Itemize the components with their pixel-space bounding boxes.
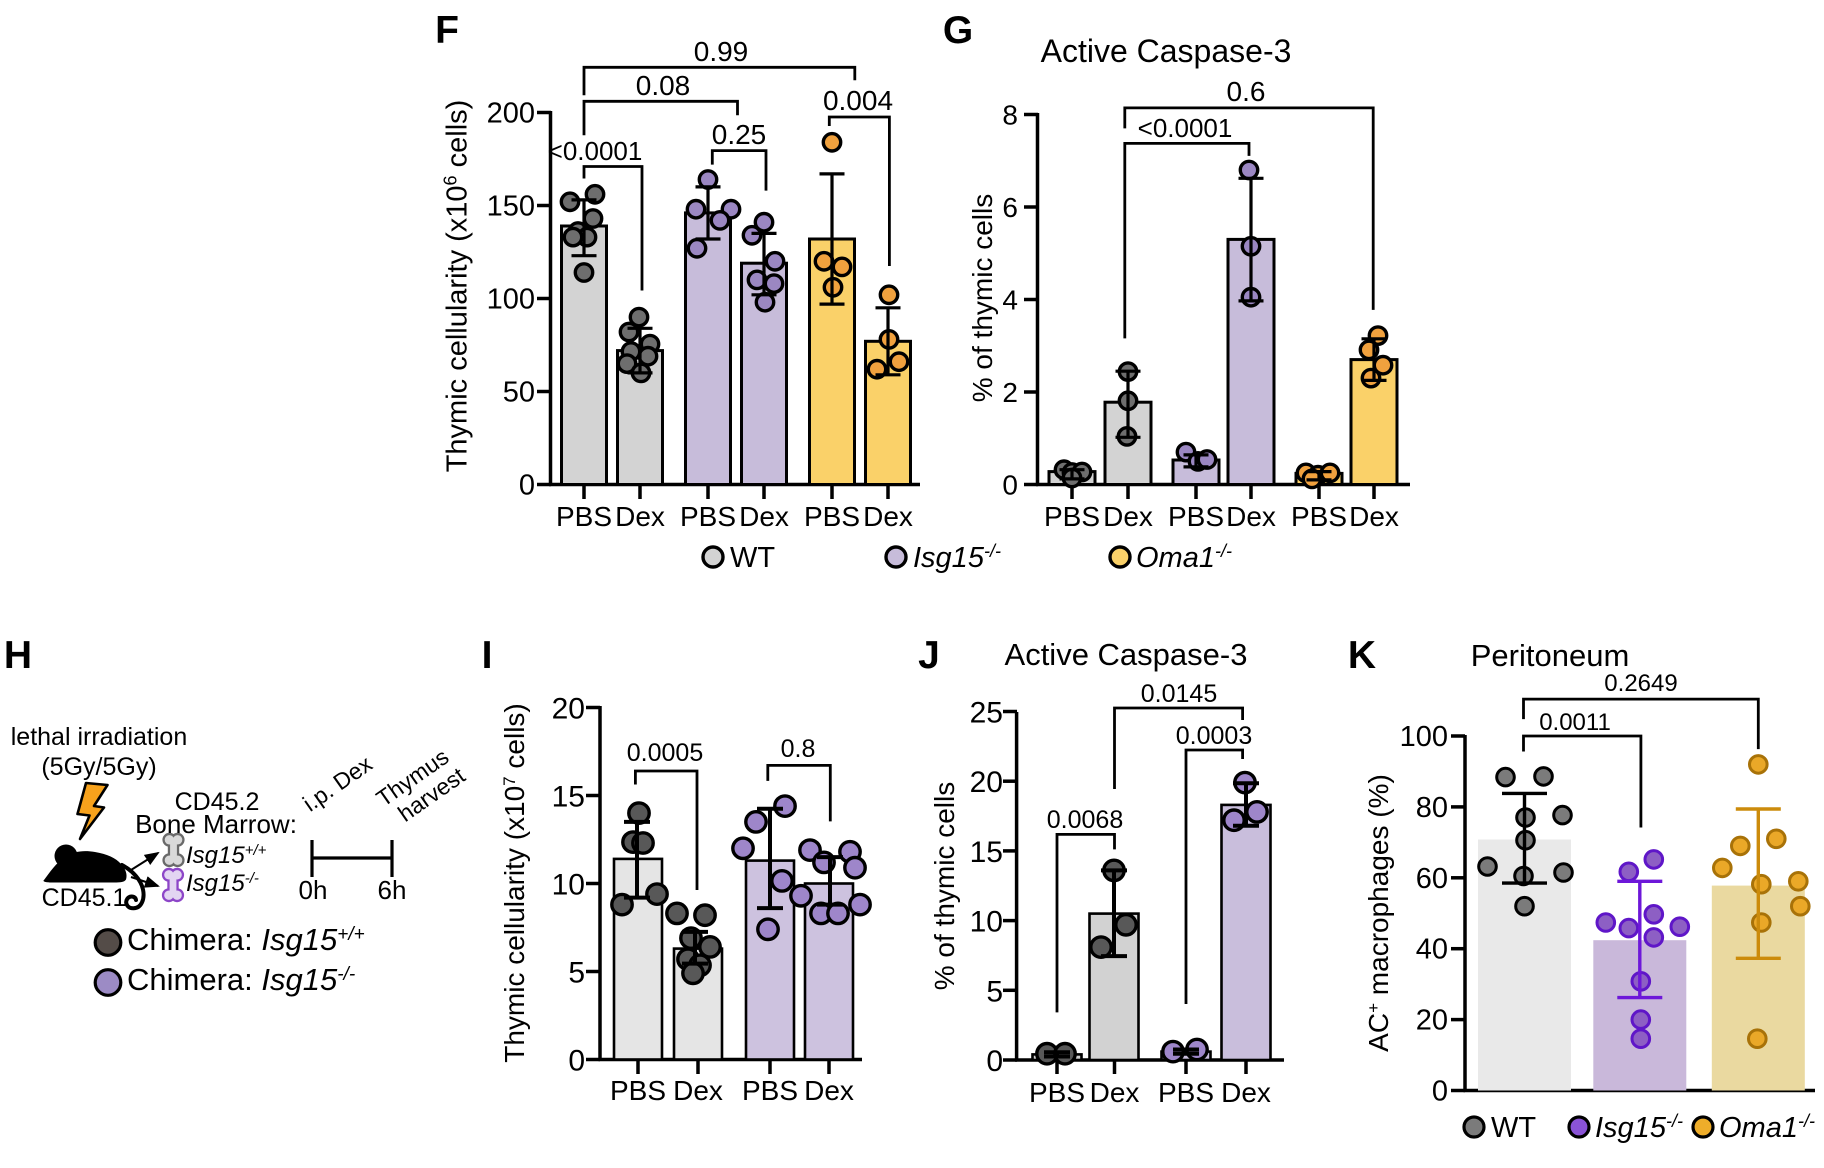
svg-text:200: 200: [487, 98, 535, 130]
svg-text:PBS: PBS: [1029, 1077, 1085, 1108]
svg-text:0: 0: [568, 1045, 585, 1078]
svg-text:CD45.2: CD45.2: [175, 788, 260, 816]
svg-text:F: F: [435, 9, 459, 52]
svg-text:5: 5: [986, 975, 1003, 1008]
svg-text:PBS: PBS: [610, 1075, 666, 1106]
svg-text:20: 20: [552, 693, 585, 726]
svg-text:Thymic cellularity (x107 cells: Thymic cellularity (x107 cells): [499, 703, 530, 1063]
svg-text:0: 0: [1002, 470, 1018, 501]
svg-text:0.0005: 0.0005: [627, 739, 703, 767]
svg-text:6h: 6h: [378, 875, 407, 905]
svg-text:J: J: [918, 634, 940, 677]
svg-text:Thymic cellularity (x106 cells: Thymic cellularity (x106 cells): [441, 100, 474, 473]
svg-text:0.25: 0.25: [712, 119, 767, 150]
svg-text:PBS: PBS: [1291, 501, 1347, 532]
svg-text:i.p. Dex: i.p. Dex: [298, 750, 377, 816]
svg-text:0.004: 0.004: [823, 85, 893, 116]
svg-text:PBS: PBS: [742, 1075, 798, 1106]
svg-text:10: 10: [552, 869, 585, 902]
svg-text:Active Caspase-3: Active Caspase-3: [1041, 33, 1292, 69]
svg-text:PBS: PBS: [1158, 1077, 1214, 1108]
svg-text:0.08: 0.08: [636, 70, 691, 101]
svg-text:0.99: 0.99: [694, 36, 749, 67]
svg-text:0.8: 0.8: [781, 735, 816, 763]
svg-text:0.2649: 0.2649: [1604, 670, 1677, 697]
svg-text:(5Gy/5Gy): (5Gy/5Gy): [41, 753, 156, 781]
svg-text:% of thymic cells: % of thymic cells: [967, 194, 998, 403]
svg-text:Dex: Dex: [1221, 1077, 1271, 1108]
svg-text:0.0003: 0.0003: [1176, 722, 1252, 750]
svg-text:Isg15-/-: Isg15-/-: [913, 541, 1001, 574]
svg-text:25: 25: [970, 697, 1003, 730]
svg-text:G: G: [943, 9, 973, 52]
svg-text:Oma1-/-: Oma1-/-: [1136, 541, 1232, 574]
svg-text:% of thymic cells: % of thymic cells: [929, 782, 960, 991]
svg-text:PBS: PBS: [804, 501, 860, 532]
svg-text:Dex: Dex: [1090, 1077, 1140, 1108]
svg-text:10: 10: [970, 906, 1003, 939]
svg-text:Isg15-/-: Isg15-/-: [1595, 1111, 1683, 1144]
svg-text:Peritoneum: Peritoneum: [1471, 638, 1630, 673]
svg-text:50: 50: [503, 377, 535, 409]
svg-text:Bone Marrow:: Bone Marrow:: [135, 809, 297, 839]
svg-text:K: K: [1348, 634, 1376, 677]
svg-text:<0.0001: <0.0001: [1138, 113, 1233, 143]
svg-text:80: 80: [1416, 792, 1448, 824]
svg-text:0.0011: 0.0011: [1539, 709, 1611, 736]
svg-text:WT: WT: [730, 542, 775, 574]
svg-text:Isg15+/+: Isg15+/+: [186, 842, 267, 870]
svg-text:0.0145: 0.0145: [1141, 680, 1217, 708]
svg-text:0.6: 0.6: [1227, 76, 1266, 107]
svg-text:0: 0: [519, 470, 535, 502]
svg-text:100: 100: [1400, 721, 1448, 753]
svg-text:WT: WT: [1491, 1112, 1536, 1144]
svg-text:15: 15: [552, 781, 585, 814]
svg-text:0: 0: [1432, 1076, 1448, 1108]
svg-text:Chimera: Isg15+/+: Chimera: Isg15+/+: [127, 922, 365, 957]
svg-text:Dex: Dex: [804, 1075, 854, 1106]
svg-text:60: 60: [1416, 863, 1448, 895]
svg-text:2: 2: [1002, 377, 1018, 408]
svg-text:Dex: Dex: [615, 501, 665, 532]
svg-text:100: 100: [487, 284, 535, 316]
svg-text:4: 4: [1002, 285, 1018, 316]
svg-text:Dex: Dex: [863, 501, 913, 532]
svg-text:Dex: Dex: [739, 501, 789, 532]
svg-text:0.0068: 0.0068: [1047, 806, 1123, 834]
svg-text:150: 150: [487, 191, 535, 223]
svg-text:6: 6: [1002, 192, 1018, 223]
svg-text:15: 15: [970, 836, 1003, 869]
svg-text:Dex: Dex: [1349, 501, 1399, 532]
svg-text:PBS: PBS: [1044, 501, 1100, 532]
svg-text:I: I: [482, 634, 493, 677]
svg-text:Isg15-/-: Isg15-/-: [186, 870, 259, 898]
svg-text:20: 20: [970, 766, 1003, 799]
svg-text:Chimera: Isg15-/-: Chimera: Isg15-/-: [127, 962, 355, 997]
svg-text:H: H: [4, 634, 32, 677]
svg-text:lethal irradiation: lethal irradiation: [11, 723, 188, 751]
svg-text:40: 40: [1416, 934, 1448, 966]
svg-text:0: 0: [986, 1045, 1003, 1078]
svg-text:<0.0001: <0.0001: [548, 136, 643, 166]
svg-text:CD45.1: CD45.1: [42, 884, 127, 912]
svg-text:PBS: PBS: [1168, 501, 1224, 532]
svg-text:Dex: Dex: [1103, 501, 1153, 532]
svg-text:AC+ macrophages (%): AC+ macrophages (%): [1363, 774, 1394, 1052]
svg-text:Dex: Dex: [673, 1075, 723, 1106]
svg-text:Oma1-/-: Oma1-/-: [1719, 1111, 1815, 1144]
svg-text:8: 8: [1002, 100, 1018, 131]
svg-text:Active Caspase-3: Active Caspase-3: [1005, 637, 1248, 672]
svg-text:20: 20: [1416, 1005, 1448, 1037]
svg-text:PBS: PBS: [556, 501, 612, 532]
svg-text:PBS: PBS: [680, 501, 736, 532]
svg-text:Dex: Dex: [1226, 501, 1276, 532]
svg-text:0h: 0h: [299, 875, 328, 905]
svg-text:5: 5: [568, 957, 585, 990]
